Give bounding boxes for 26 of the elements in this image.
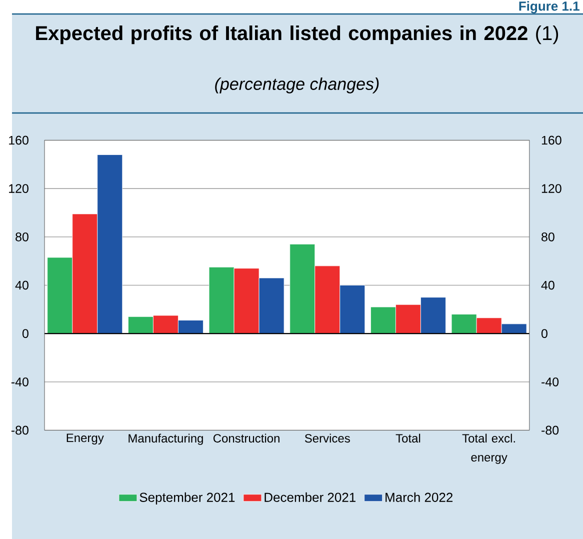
y-tick-label: 160 (9, 136, 28, 145)
y2-tick-label: 40 (541, 280, 554, 290)
y2-tick-label: 80 (542, 232, 554, 242)
x-tick-label: Construction (213, 434, 280, 443)
legend-label: December 2021 (264, 492, 356, 502)
y-tick-label: 0 (22, 329, 28, 338)
y2-tick-label: 0 (541, 329, 548, 338)
y-tick-label: 40 (15, 280, 28, 290)
chart-title: Expected profits of Italian listed companies in 2022 (1) (36, 26, 558, 44)
y-tick-label: -80 (11, 426, 28, 435)
x-tick-label: Total excl. energy (462, 434, 515, 464)
caption: Figure 1.1 (519, 1, 580, 14)
y-tick-label: 120 (9, 184, 28, 193)
y2-tick-label: -40 (542, 377, 559, 386)
x-tick-label: Manufacturing (128, 434, 203, 445)
legend-label: March 2022 (386, 492, 453, 502)
y-tick-label: -40 (11, 377, 28, 386)
y2-tick-label: 160 (542, 136, 562, 145)
x-tick-label: Total (396, 434, 420, 443)
y2-tick-label: -80 (542, 426, 559, 435)
x-tick-label: Energy (66, 434, 104, 444)
x-tick-label: Services (304, 434, 350, 443)
chart-subtitle: (percentage changes) (215, 78, 379, 94)
legend-label: September 2021 (140, 492, 235, 505)
y-tick-label: 80 (16, 232, 28, 242)
y2-tick-label: 120 (542, 184, 562, 193)
